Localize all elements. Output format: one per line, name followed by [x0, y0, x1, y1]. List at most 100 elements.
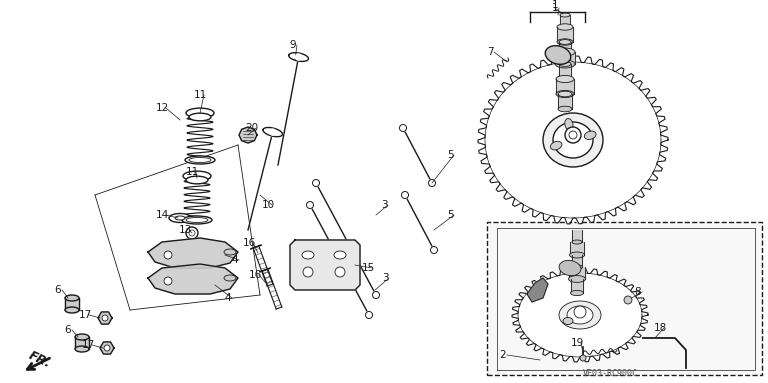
Ellipse shape [65, 307, 79, 313]
Circle shape [104, 345, 110, 351]
Ellipse shape [556, 75, 574, 83]
Text: 14: 14 [155, 210, 169, 220]
Text: 13: 13 [178, 225, 192, 235]
Polygon shape [372, 291, 379, 298]
Polygon shape [290, 240, 360, 290]
Text: 4: 4 [225, 293, 231, 303]
Polygon shape [366, 311, 372, 319]
Text: 5: 5 [447, 210, 453, 220]
Text: 3: 3 [382, 273, 389, 283]
Ellipse shape [543, 113, 603, 167]
Polygon shape [560, 15, 570, 27]
Ellipse shape [175, 216, 185, 220]
Circle shape [580, 355, 586, 361]
Text: 6: 6 [65, 325, 71, 335]
Text: 6: 6 [55, 285, 61, 295]
Text: 4: 4 [232, 255, 238, 265]
Text: 3: 3 [381, 200, 387, 210]
Ellipse shape [570, 252, 584, 258]
Ellipse shape [560, 13, 570, 17]
Ellipse shape [224, 275, 236, 281]
Circle shape [569, 131, 577, 139]
Ellipse shape [567, 306, 593, 324]
Polygon shape [555, 52, 575, 64]
Ellipse shape [558, 106, 572, 112]
Ellipse shape [558, 91, 572, 97]
Polygon shape [569, 267, 585, 279]
Polygon shape [270, 129, 276, 135]
Ellipse shape [185, 156, 215, 164]
Text: 17: 17 [78, 310, 91, 320]
Polygon shape [431, 247, 438, 254]
Ellipse shape [189, 113, 211, 121]
Polygon shape [559, 42, 571, 52]
Circle shape [164, 277, 172, 285]
Circle shape [102, 315, 108, 321]
Text: 12: 12 [155, 103, 169, 113]
Text: 18: 18 [654, 323, 667, 333]
Ellipse shape [559, 50, 571, 54]
Ellipse shape [559, 62, 571, 66]
Text: 19: 19 [571, 338, 584, 348]
Text: 10: 10 [261, 200, 275, 210]
Ellipse shape [186, 218, 208, 223]
Ellipse shape [302, 251, 314, 259]
Polygon shape [263, 128, 283, 137]
Circle shape [189, 230, 195, 236]
Ellipse shape [563, 318, 573, 324]
Ellipse shape [571, 290, 584, 296]
Polygon shape [527, 278, 548, 302]
Ellipse shape [183, 171, 211, 181]
Text: FR.: FR. [27, 349, 53, 371]
Text: 5: 5 [447, 150, 453, 160]
Polygon shape [512, 268, 648, 362]
Ellipse shape [555, 48, 575, 56]
Text: 7: 7 [487, 47, 493, 57]
Text: 16: 16 [248, 270, 262, 280]
Text: 2: 2 [500, 350, 506, 360]
Text: 9: 9 [290, 40, 296, 50]
Polygon shape [478, 56, 668, 224]
Polygon shape [65, 298, 79, 310]
Ellipse shape [559, 77, 571, 82]
Polygon shape [399, 124, 406, 131]
Ellipse shape [564, 118, 573, 130]
Polygon shape [559, 64, 571, 79]
Ellipse shape [559, 301, 601, 329]
Text: 16: 16 [243, 238, 256, 248]
Polygon shape [557, 27, 573, 42]
Ellipse shape [334, 251, 346, 259]
Polygon shape [402, 192, 409, 198]
Circle shape [186, 227, 198, 239]
Ellipse shape [560, 25, 570, 29]
Ellipse shape [186, 176, 208, 184]
Ellipse shape [568, 276, 585, 282]
Ellipse shape [65, 295, 79, 301]
Ellipse shape [186, 108, 214, 118]
Polygon shape [572, 255, 582, 267]
Circle shape [164, 251, 172, 259]
Ellipse shape [75, 334, 89, 340]
Ellipse shape [555, 60, 575, 68]
Text: 15: 15 [362, 263, 375, 273]
Circle shape [574, 306, 586, 318]
Ellipse shape [169, 213, 191, 223]
Circle shape [303, 267, 313, 277]
Polygon shape [571, 279, 583, 293]
Ellipse shape [557, 39, 573, 45]
Polygon shape [239, 127, 257, 143]
Polygon shape [296, 54, 302, 60]
Ellipse shape [559, 260, 581, 276]
Circle shape [624, 296, 632, 304]
Polygon shape [429, 180, 435, 187]
Polygon shape [98, 312, 112, 324]
Text: 20: 20 [246, 123, 259, 133]
Ellipse shape [551, 141, 562, 150]
Ellipse shape [545, 46, 571, 64]
Ellipse shape [182, 216, 212, 224]
Polygon shape [556, 79, 574, 94]
Text: 1: 1 [551, 3, 558, 13]
Polygon shape [558, 94, 572, 109]
Circle shape [565, 127, 581, 143]
Text: 8: 8 [634, 287, 641, 297]
